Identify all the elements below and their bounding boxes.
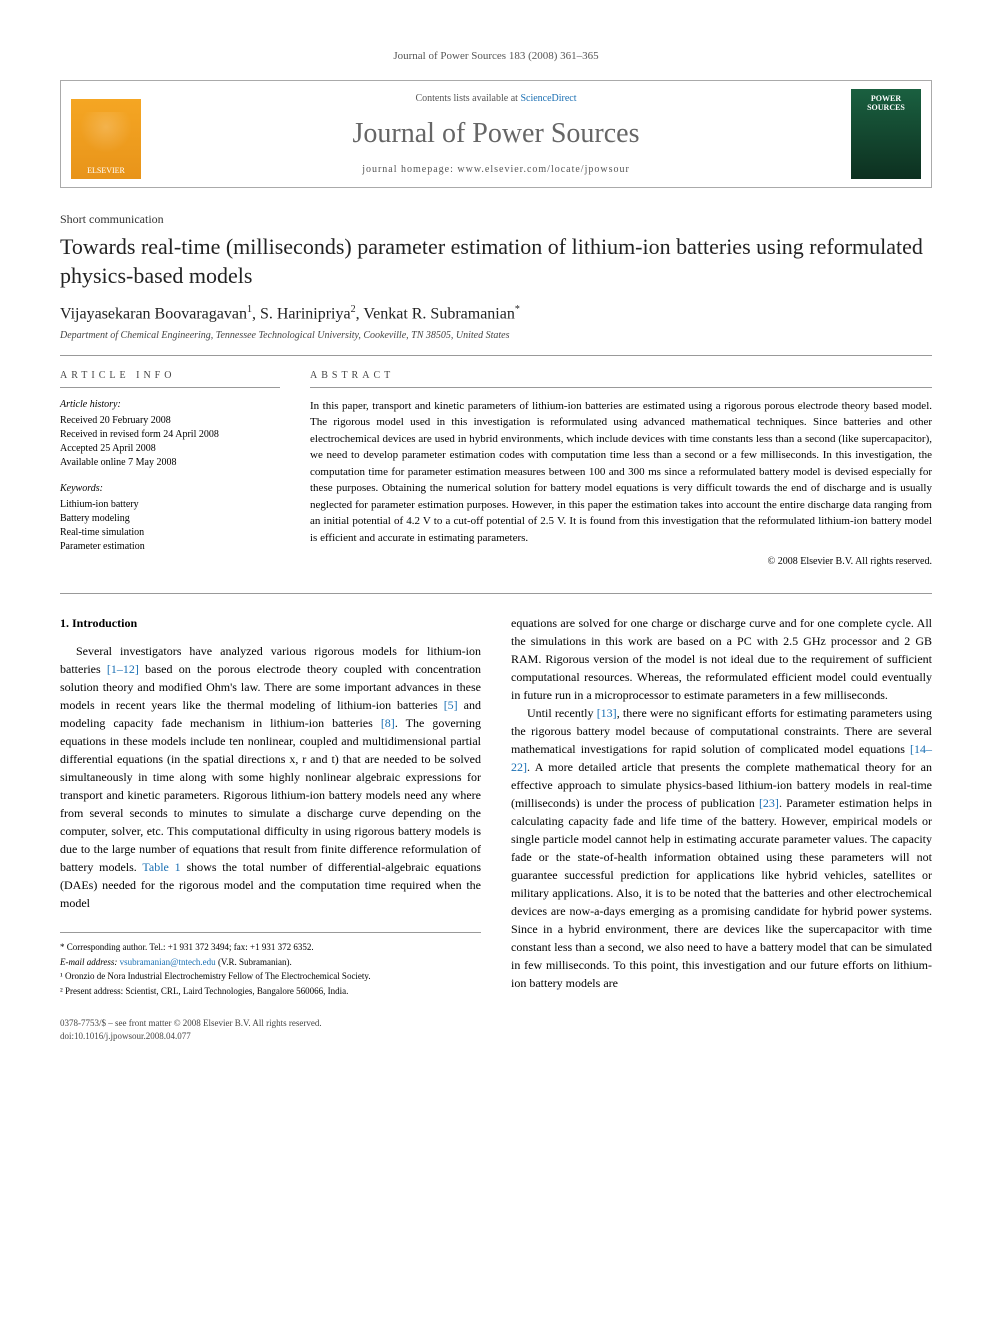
ref-link-1-12[interactable]: [1–12]	[107, 662, 139, 676]
journal-homepage[interactable]: journal homepage: www.elsevier.com/locat…	[161, 164, 831, 175]
history-revised: Received in revised form 24 April 2008	[60, 428, 280, 442]
keyword-3: Real-time simulation	[60, 526, 280, 540]
contents-prefix: Contents lists available at	[415, 93, 520, 104]
article-title: Towards real-time (milliseconds) paramet…	[60, 233, 932, 290]
affiliation: Department of Chemical Engineering, Tenn…	[60, 330, 932, 341]
journal-header-box: ELSEVIER Contents lists available at Sci…	[60, 80, 932, 188]
keyword-1: Lithium-ion battery	[60, 498, 280, 512]
section-number: 1.	[60, 616, 69, 630]
page-footer: 0378-7753/$ – see front matter © 2008 El…	[60, 1017, 481, 1042]
ref-link-table-1[interactable]: Table 1	[142, 860, 180, 874]
publisher-name: ELSEVIER	[87, 166, 125, 175]
abstract-heading: ABSTRACT	[310, 370, 932, 388]
left-column: 1. Introduction Several investigators ha…	[60, 614, 481, 1043]
intro-paragraph-left: Several investigators have analyzed vari…	[60, 642, 481, 912]
email-suffix: (V.R. Subramanian).	[216, 957, 292, 967]
history-label: Article history:	[60, 398, 280, 412]
ref-link-23[interactable]: [23]	[759, 796, 779, 810]
abstract-text: In this paper, transport and kinetic par…	[310, 398, 932, 547]
right-p2: Until recently [13], there were no signi…	[511, 704, 932, 992]
email-label: E-mail address:	[60, 957, 120, 967]
page-container: Journal of Power Sources 183 (2008) 361–…	[0, 0, 992, 1093]
email-line: E-mail address: vsubramanian@tntech.edu …	[60, 956, 481, 969]
doi-line: doi:10.1016/j.jpowsour.2008.04.077	[60, 1030, 481, 1043]
history-online: Available online 7 May 2008	[60, 456, 280, 470]
r2a: Until recently	[527, 706, 597, 720]
cover-title: POWER SOURCES	[855, 95, 917, 113]
journal-reference: Journal of Power Sources 183 (2008) 361–…	[60, 50, 932, 62]
header-center: Contents lists available at ScienceDirec…	[151, 81, 841, 187]
right-p1: equations are solved for one charge or d…	[511, 614, 932, 704]
keywords-block: Keywords: Lithium-ion battery Battery mo…	[60, 482, 280, 554]
abstract-column: ABSTRACT In this paper, transport and ki…	[310, 370, 932, 568]
contents-line: Contents lists available at ScienceDirec…	[161, 93, 831, 104]
footnotes-block: * Corresponding author. Tel.: +1 931 372…	[60, 932, 481, 997]
journal-name: Journal of Power Sources	[161, 118, 831, 150]
ref-link-5[interactable]: [5]	[444, 698, 458, 712]
author-2-sup: 2	[351, 304, 356, 315]
divider-body	[60, 593, 932, 594]
body-columns: 1. Introduction Several investigators ha…	[60, 614, 932, 1043]
info-heading: ARTICLE INFO	[60, 370, 280, 388]
p1d: . The governing equations in these model…	[60, 716, 481, 874]
email-link[interactable]: vsubramanian@tntech.edu	[120, 957, 216, 967]
cover-cell: POWER SOURCES	[841, 81, 931, 187]
keyword-2: Battery modeling	[60, 512, 280, 526]
author-1: Vijayasekaran Boovaragavan	[60, 306, 247, 323]
ref-link-13[interactable]: [13]	[597, 706, 617, 720]
ref-link-8[interactable]: [8]	[381, 716, 395, 730]
footnote-2: ² Present address: Scientist, CRL, Laird…	[60, 985, 481, 998]
history-accepted: Accepted 25 April 2008	[60, 442, 280, 456]
author-3: Venkat R. Subramanian	[363, 306, 515, 323]
publisher-logo-cell: ELSEVIER	[61, 81, 151, 187]
footnote-1: ¹ Oronzio de Nora Industrial Electrochem…	[60, 970, 481, 983]
r2d: . Parameter estimation helps in calculat…	[511, 796, 932, 990]
journal-cover-thumbnail: POWER SOURCES	[851, 89, 921, 179]
abstract-copyright: © 2008 Elsevier B.V. All rights reserved…	[310, 556, 932, 567]
section-1-heading: 1. Introduction	[60, 614, 481, 632]
authors-line: Vijayasekaran Boovaragavan1, S. Harinipr…	[60, 304, 932, 323]
info-abstract-row: ARTICLE INFO Article history: Received 2…	[60, 370, 932, 568]
elsevier-tree-icon	[81, 112, 131, 162]
issn-line: 0378-7753/$ – see front matter © 2008 El…	[60, 1017, 481, 1030]
article-type: Short communication	[60, 212, 932, 227]
section-title: Introduction	[72, 616, 137, 630]
elsevier-logo: ELSEVIER	[71, 99, 141, 179]
author-2: S. Harinipriya	[260, 306, 351, 323]
divider-top	[60, 355, 932, 356]
keywords-label: Keywords:	[60, 482, 280, 496]
history-received: Received 20 February 2008	[60, 414, 280, 428]
corresponding-author-note: * Corresponding author. Tel.: +1 931 372…	[60, 941, 481, 954]
article-history-block: Article history: Received 20 February 20…	[60, 398, 280, 470]
right-column: equations are solved for one charge or d…	[511, 614, 932, 1043]
author-1-sup: 1	[247, 304, 252, 315]
keyword-4: Parameter estimation	[60, 540, 280, 554]
author-3-sup: *	[515, 304, 520, 315]
sciencedirect-link[interactable]: ScienceDirect	[520, 93, 576, 104]
article-info-column: ARTICLE INFO Article history: Received 2…	[60, 370, 280, 568]
